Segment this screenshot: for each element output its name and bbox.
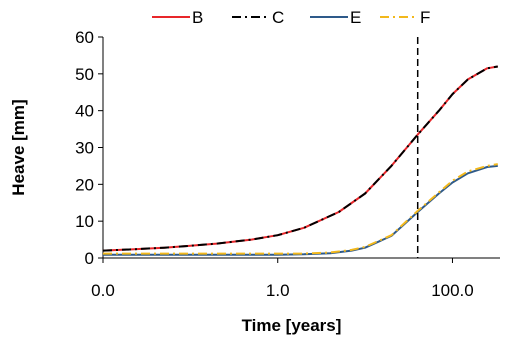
y-tick-label: 50 <box>75 65 94 84</box>
x-tick-label: 1.0 <box>266 281 290 300</box>
y-tick-label: 60 <box>75 28 94 47</box>
series-line-e <box>103 164 498 256</box>
y-axis-title: Heave [mm] <box>9 99 28 195</box>
y-tick-label: 20 <box>75 175 94 194</box>
x-tick-label: 0.0 <box>91 281 115 300</box>
x-tick-label: 100.0 <box>431 281 474 300</box>
y-tick-label: 10 <box>75 212 94 231</box>
y-tick-label: 0 <box>85 249 94 268</box>
x-axis-title: Time [years] <box>242 316 342 335</box>
series-group <box>102 65 498 256</box>
y-tick-label: 40 <box>75 102 94 121</box>
legend-label-f: F <box>420 8 430 27</box>
y-tick-label: 30 <box>75 139 94 158</box>
series-line-b <box>102 65 498 252</box>
legend-label-e: E <box>350 8 361 27</box>
series-line-c <box>102 65 498 252</box>
legend-label-c: C <box>272 8 284 27</box>
legend-label-b: B <box>192 8 203 27</box>
y-ticks: 0 10 20 30 40 50 60 <box>75 28 103 268</box>
series-line-f <box>103 163 498 255</box>
plot-area: 0 10 20 30 40 50 60 0.0 1.0 100.0 <box>75 28 500 300</box>
x-ticks: 0.0 1.0 100.0 <box>91 258 474 300</box>
